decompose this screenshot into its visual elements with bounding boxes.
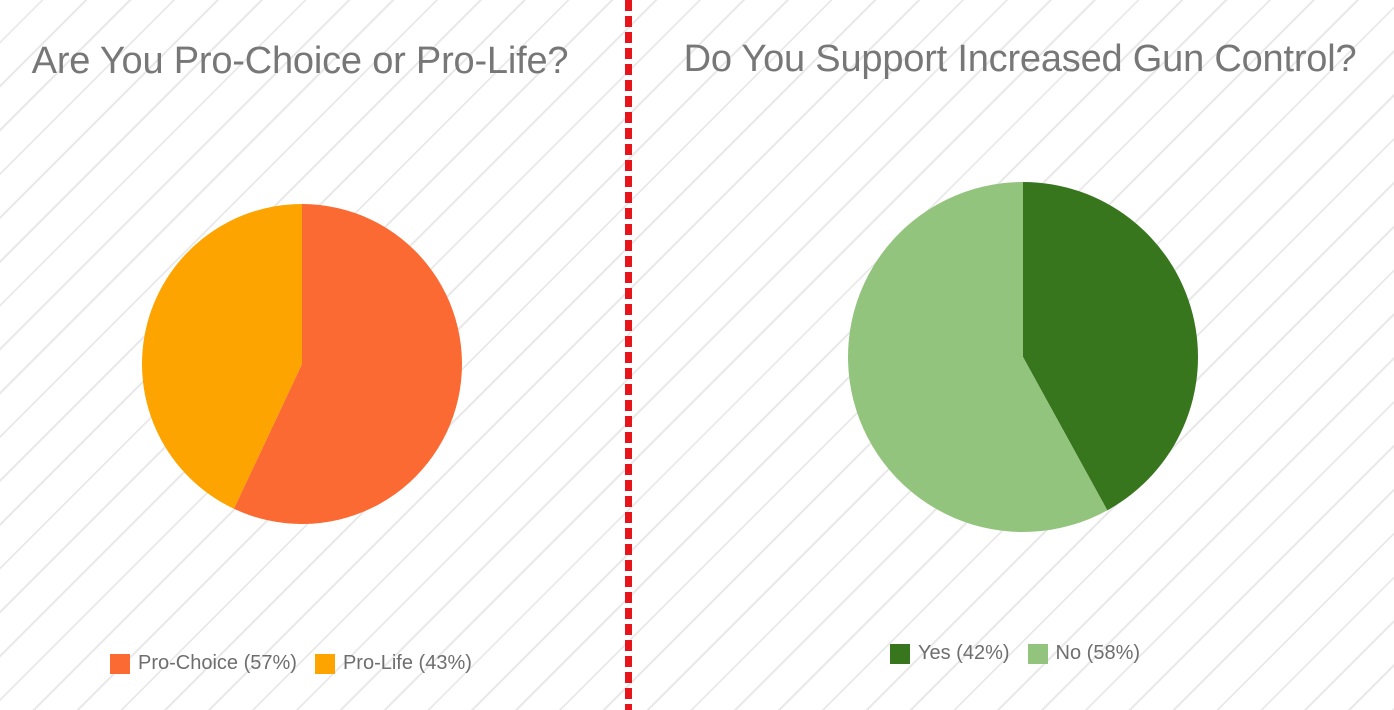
pie-slice-yes bbox=[1023, 182, 1198, 511]
chart-legend: Pro-Choice (57%) Pro-Life (43%) bbox=[110, 652, 472, 675]
pie-chart bbox=[847, 182, 1198, 532]
legend-item-pro-life: Pro-Life (43%) bbox=[314, 652, 472, 675]
chart-panel-right: Do You Support Increased Gun Control? Ye… bbox=[640, 0, 1394, 710]
legend-swatch bbox=[110, 653, 130, 674]
legend-item-no: No (58%) bbox=[1027, 642, 1141, 665]
chart-title: Do You Support Increased Gun Control? bbox=[683, 38, 1357, 80]
legend-label: Pro-Choice (57%) bbox=[138, 652, 297, 674]
dotted-divider bbox=[625, 0, 632, 710]
legend-swatch bbox=[890, 643, 910, 664]
chart-legend: Yes (42%) No (58%) bbox=[890, 642, 1140, 665]
legend-swatch bbox=[1027, 643, 1048, 664]
legend-item-yes: Yes (42%) bbox=[890, 642, 1010, 665]
legend-swatch bbox=[314, 653, 335, 674]
legend-label: No (58%) bbox=[1055, 642, 1141, 664]
legend-label: Pro-Life (43%) bbox=[342, 652, 472, 674]
pie-slice-pro-choice bbox=[233, 204, 462, 524]
pie-slice-no bbox=[847, 182, 1108, 532]
pie-chart bbox=[141, 204, 462, 524]
pie-slice-pro-life bbox=[141, 204, 302, 509]
legend-item-pro-choice: Pro-Choice (57%) bbox=[110, 652, 297, 675]
chart-title: Are You Pro-Choice or Pro-Life? bbox=[31, 40, 569, 82]
legend-label: Yes (42%) bbox=[918, 642, 1010, 664]
chart-panel-left: Are You Pro-Choice or Pro-Life? Pro-Choi… bbox=[0, 0, 620, 710]
